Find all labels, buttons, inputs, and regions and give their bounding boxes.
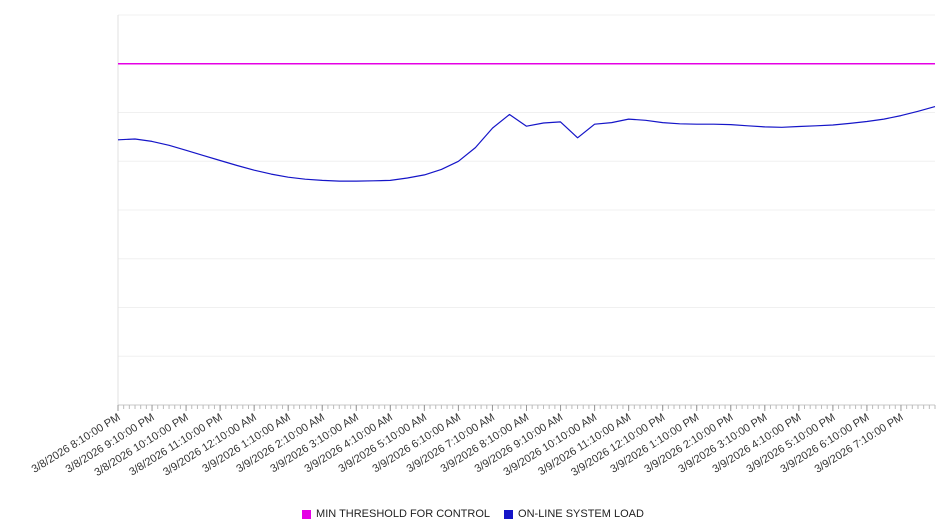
load-line xyxy=(117,106,936,182)
chart-legend: MIN THRESHOLD FOR CONTROL ON-LINE SYSTEM… xyxy=(0,508,946,520)
chart-canvas: 3/8/2026 8:10:00 PM3/8/2026 9:10:00 PM3/… xyxy=(30,14,936,479)
load-legend-label: ON-LINE SYSTEM LOAD xyxy=(518,508,644,520)
threshold-legend-label: MIN THRESHOLD FOR CONTROL xyxy=(316,508,491,520)
threshold-swatch-icon xyxy=(302,509,312,519)
legend-item-threshold: MIN THRESHOLD FOR CONTROL xyxy=(302,508,490,520)
legend-item-load: ON-LINE SYSTEM LOAD xyxy=(504,508,644,520)
load-swatch-icon xyxy=(504,509,514,519)
